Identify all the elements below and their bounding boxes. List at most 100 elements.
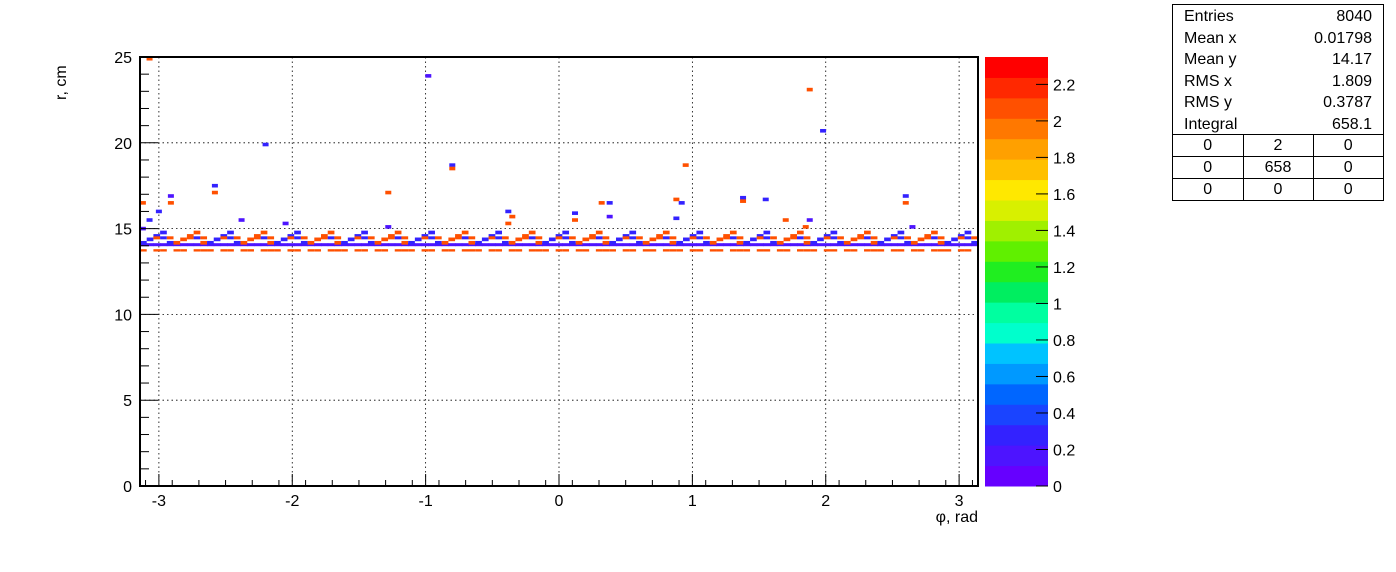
band-cell: [535, 243, 543, 247]
band-cell: [220, 236, 228, 240]
band-cell: [481, 237, 489, 242]
band-cell: [910, 249, 918, 252]
stats-label: Entries: [1184, 8, 1234, 25]
band-cell: [300, 236, 308, 240]
band-cell: [703, 240, 710, 245]
band-cell: [770, 236, 777, 240]
band-cell: [334, 240, 342, 245]
band-cell: [173, 243, 181, 247]
band-cell: [937, 240, 945, 245]
data-cell: [262, 142, 269, 147]
band-cell: [622, 236, 630, 240]
band-cell: [776, 240, 784, 245]
colorbar-segment: [985, 383, 1048, 405]
x-tick-label: -3: [152, 493, 166, 510]
band-cell: [307, 240, 315, 245]
band-cell: [615, 237, 623, 242]
band-cell: [763, 230, 771, 235]
band-cell: [910, 243, 919, 247]
band-cell: [522, 243, 530, 247]
band-cell: [361, 230, 368, 235]
colorbar-tick-label: 1.8: [1053, 150, 1075, 167]
band-cell: [562, 243, 570, 247]
band-cell: [314, 243, 322, 247]
band-cell: [388, 234, 395, 238]
band-cell: [931, 249, 938, 252]
band-cell: [796, 230, 804, 235]
band-cell: [897, 236, 905, 240]
band-cell: [220, 234, 228, 238]
band-cell: [897, 249, 905, 252]
colorbar-tick-label: 0: [1053, 479, 1062, 496]
band-cell: [381, 249, 389, 252]
data-cell: [598, 201, 605, 205]
colorbar-segment: [985, 445, 1048, 467]
band-cell: [602, 236, 610, 240]
band-cell: [374, 240, 382, 245]
band-cell: [253, 234, 261, 238]
band-cell: [569, 240, 576, 245]
colorbar-segment: [985, 363, 1048, 385]
band-cell: [461, 230, 469, 235]
band-cell: [528, 236, 536, 240]
band-cell: [361, 243, 369, 247]
band-cell: [683, 243, 691, 247]
band-cell: [890, 249, 898, 252]
band-cell: [562, 249, 570, 252]
band-cell: [595, 230, 603, 235]
band-cell: [669, 240, 677, 245]
band-cell: [528, 230, 536, 235]
data-cell: [673, 216, 680, 221]
band-cell: [776, 249, 784, 252]
data-cell: [146, 56, 153, 61]
band-cell: [582, 249, 590, 252]
band-cell: [294, 230, 301, 235]
band-cell: [548, 237, 556, 242]
axes: -3 -2 -1 0 1 2 3 0 5 10 15 20 25: [114, 50, 973, 510]
x-axis-label: φ, rad: [936, 509, 978, 526]
band-cell: [542, 243, 550, 247]
band-cell: [609, 240, 616, 245]
band-cell: [294, 249, 301, 252]
band-cell: [917, 249, 925, 252]
data-cell: [238, 218, 245, 222]
band-cell: [260, 243, 268, 247]
colorbar-segment: [985, 343, 1048, 364]
band-cell: [488, 249, 496, 252]
band-cell: [233, 236, 241, 240]
band-cell: [548, 243, 557, 247]
band-cell: [662, 236, 670, 240]
band-cell: [294, 236, 301, 240]
band-cell: [629, 243, 637, 247]
band-cell: [575, 240, 583, 245]
data-cell: [902, 194, 909, 198]
stats-value: 0.01798: [1314, 29, 1372, 47]
band-cell: [743, 243, 751, 247]
band-cell: [502, 243, 510, 247]
band-cell: [810, 240, 818, 245]
band-cell: [629, 230, 637, 235]
data-cell: [820, 128, 827, 133]
band-cell: [750, 243, 758, 247]
band-cell: [877, 243, 885, 247]
band-cell: [227, 236, 234, 240]
band-cell: [870, 249, 878, 252]
band-cell: [394, 236, 402, 240]
band-cell: [937, 236, 945, 240]
band-cell: [843, 240, 851, 245]
data-cell: [385, 190, 392, 195]
stats-label: RMS y: [1184, 94, 1232, 111]
x-tick-label: 3: [955, 493, 964, 510]
band-cell: [723, 243, 731, 247]
band-cell: [957, 249, 965, 252]
band-cell: [140, 249, 147, 252]
band-cell: [468, 236, 476, 240]
band-cell: [374, 249, 382, 252]
band-cell: [327, 243, 335, 247]
band-cell: [307, 243, 315, 247]
band-cell: [347, 237, 355, 242]
colorbar: 0 0.2 0.4 0.6 0.8 1 1.2 1.4 1.6 1.8 2 2.2: [985, 57, 1075, 496]
band-cell: [528, 243, 537, 247]
band-cell: [937, 243, 945, 247]
